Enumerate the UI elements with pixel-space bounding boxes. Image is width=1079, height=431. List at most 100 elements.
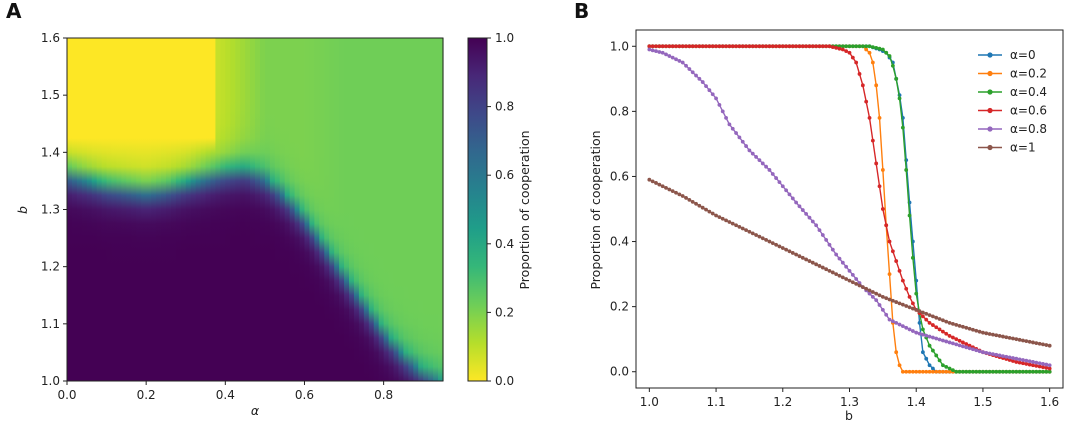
data-point [714,44,718,49]
data-point [800,255,805,260]
heatmap-cell-column [230,38,236,381]
heatmap-cell-column [205,38,212,381]
data-point [944,369,949,374]
legend-item: α=0.6 [978,104,1047,118]
legend-item: α=1 [978,141,1036,155]
data-point [1044,365,1049,370]
data-point [951,321,955,326]
data-point [971,347,975,352]
data-point [1001,334,1005,339]
data-point [1017,357,1022,362]
data-point [1011,369,1015,374]
data-point [947,334,952,338]
data-point [967,346,972,351]
data-point [977,329,982,334]
legend-item: α=0.8 [978,122,1047,136]
data-point [1044,369,1049,374]
data-point [767,239,772,244]
data-point [910,306,915,311]
data-point [760,236,765,241]
x-tick-label: 0.4 [216,388,235,402]
heatmap-cell-column [71,38,78,381]
data-point [847,268,852,273]
data-point [717,215,722,220]
data-point [1044,343,1049,347]
data-point [924,369,929,374]
data-point [757,158,762,163]
data-point [737,135,742,140]
data-point [937,327,942,332]
data-point [941,338,945,343]
data-point [907,327,912,332]
heatmap-cell-column [334,38,340,381]
data-point [847,44,852,49]
data-point [997,353,1002,358]
data-point [670,44,675,49]
data-point [764,238,768,242]
data-point [917,369,922,374]
heatmap-cell-column [319,38,325,381]
data-point [904,304,909,308]
data-point [927,343,932,348]
data-point [947,321,952,325]
data-point [804,44,809,49]
heatmap-cell-column [180,38,187,381]
series-line [649,45,1050,373]
heatmap-cell-column [215,38,221,381]
line-series-group [647,44,1052,374]
data-point [944,331,949,336]
x-tick-label: 0.6 [295,388,314,402]
heatmap-cell-column [259,38,266,381]
data-point [884,296,889,301]
data-point [744,144,748,148]
data-point [954,337,959,342]
data-point [767,44,772,49]
legend-label: α=0.4 [1010,85,1047,99]
data-point [1037,341,1042,346]
heatmap-cell-column [329,38,335,381]
data-point [827,44,832,49]
data-point [724,44,728,49]
data-point [964,325,969,330]
data-point [877,184,882,189]
data-point [740,226,745,231]
data-point [957,343,962,348]
data-point [867,291,872,296]
data-point [934,336,939,341]
data-point [897,363,902,368]
data-point [810,219,815,224]
data-point [967,326,972,331]
data-point [924,311,929,316]
data-point [877,115,882,120]
heatmap-cell-column [368,38,375,381]
data-point [947,369,952,374]
data-point [954,342,959,347]
data-point [947,340,952,345]
heatmap-cell-column [383,38,390,381]
data-point [740,44,745,49]
data-point [700,205,705,210]
data-point [857,44,862,49]
data-point [654,49,658,54]
data-point [860,83,865,88]
data-point [900,302,905,307]
data-point [1014,369,1019,374]
data-point [987,332,992,336]
data-point [934,369,939,374]
data-point [1014,360,1019,364]
data-point [814,262,819,267]
legend-label: α=0.2 [1010,67,1047,81]
heatmap-cell-column [235,38,241,381]
data-point [1027,339,1032,344]
data-point [834,252,839,257]
data-point [1031,360,1035,364]
heatmap-cell-column [393,38,400,381]
data-point [860,285,865,290]
data-point [850,44,855,49]
data-point [1007,355,1012,360]
data-point [647,44,652,49]
data-point [710,211,715,216]
data-point [984,331,989,336]
data-point [814,44,819,49]
data-point [820,233,825,237]
